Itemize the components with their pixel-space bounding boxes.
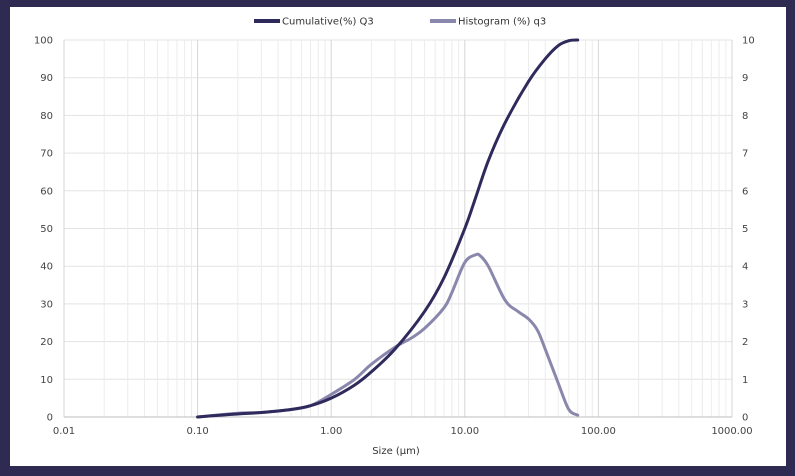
y-right-tick-label: 9: [742, 73, 748, 84]
y-left-tick-label: 70: [40, 149, 53, 160]
y-left-tick-label: 80: [40, 111, 53, 122]
x-axis-title: Size (µm): [372, 446, 420, 457]
y-left-tick-label: 30: [40, 299, 53, 310]
y-right-tick-label: 6: [742, 186, 748, 197]
series-line-cumulative: [196, 38, 580, 419]
y-left-tick-label: 0: [47, 413, 53, 424]
y-right-tick-label: 3: [742, 299, 748, 310]
legend: Cumulative(%) Q3 Histogram (%) q3: [254, 17, 546, 28]
series-group: [196, 38, 580, 419]
y-left-tick-label: 100: [34, 36, 53, 47]
series-line-histogram: [196, 252, 580, 419]
legend-item-cumulative-label: Cumulative(%) Q3: [282, 17, 374, 28]
y-right-tick-label: 0: [742, 413, 748, 424]
y-left-tick-label: 90: [40, 73, 53, 84]
y-right-tick-label: 10: [742, 36, 755, 47]
axes: 0 10 20 30 40 50 60 70 80 90 100 0 1 2 3 4 5 6 7 8 9 10 0.01 0.…: [34, 36, 755, 438]
x-tick-label: 0.01: [53, 426, 75, 437]
x-tick-label: 10.00: [450, 426, 479, 437]
y-right-tick-label: 4: [742, 262, 748, 273]
x-tick-label: 1000.00: [711, 426, 752, 437]
y-right-tick-label: 8: [742, 111, 748, 122]
chart-canvas: 0 10 20 30 40 50 60 70 80 90 100 0 1 2 3 4 5 6 7 8 9 10 0.01 0.…: [34, 17, 755, 458]
y-left-tick-label: 40: [40, 262, 53, 273]
y-right-tick-label: 5: [742, 224, 748, 235]
y-left-tick-label: 10: [40, 375, 53, 386]
y-left-tick-label: 50: [40, 224, 53, 235]
x-tick-label: 0.10: [186, 426, 208, 437]
y-left-tick-label: 20: [40, 337, 53, 348]
chart-frame: 0 10 20 30 40 50 60 70 80 90 100 0 1 2 3 4 5 6 7 8 9 10 0.01 0.…: [10, 7, 786, 466]
y-right-tick-label: 1: [742, 375, 748, 386]
legend-item-histogram-label: Histogram (%) q3: [458, 17, 546, 28]
x-tick-label: 100.00: [581, 426, 616, 437]
y-right-tick-label: 7: [742, 149, 748, 160]
x-tick-label: 1.00: [320, 426, 342, 437]
grid-lines: [63, 39, 733, 418]
y-left-tick-label: 60: [40, 186, 53, 197]
y-right-tick-label: 2: [742, 337, 748, 348]
